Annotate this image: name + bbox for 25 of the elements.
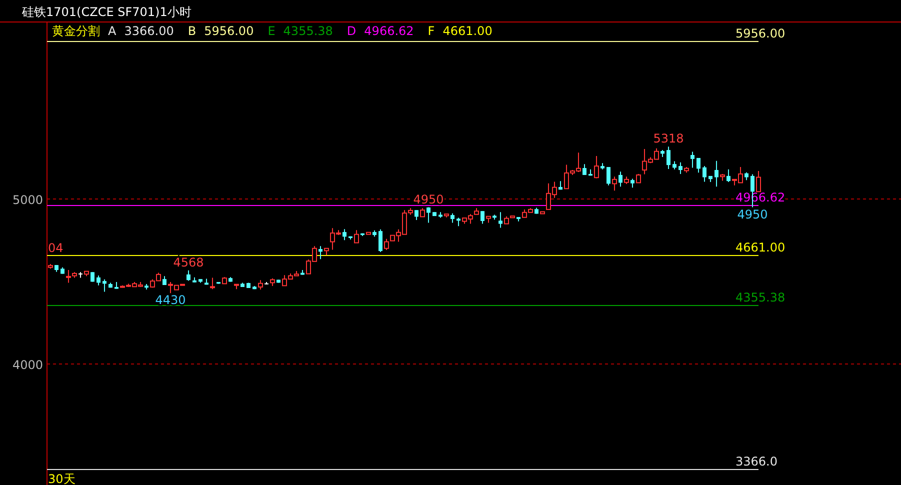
- ref-line-label: 5956.00: [736, 26, 786, 40]
- ref-line-label: 4355.38: [736, 290, 786, 304]
- y-tick-label: 5000: [12, 193, 43, 208]
- annotation: 4568: [173, 255, 204, 270]
- title: 硅铁1701(CZCE SF701)1小时: [22, 5, 192, 19]
- ref-line-label: 4661.00: [736, 240, 786, 254]
- annotation: D: [346, 24, 356, 38]
- annotation: 5318: [653, 132, 684, 146]
- annotation: 4430: [155, 293, 186, 308]
- annotation: F: [428, 24, 435, 38]
- annotation: 4966.62: [364, 24, 414, 38]
- annotation: 4661.00: [442, 24, 492, 38]
- annotation: 4950: [413, 192, 444, 206]
- ref-line-label: 3366.0: [736, 454, 778, 468]
- annotation: A: [108, 24, 117, 38]
- annotation: 30天: [48, 472, 76, 485]
- annotation: 黄金分割: [52, 24, 100, 38]
- annotation: 04: [48, 241, 64, 255]
- annotation: B: [188, 24, 196, 38]
- annotation: 5956.00: [204, 24, 254, 38]
- annotation: 4355.38: [283, 24, 333, 38]
- annotation: E: [268, 24, 276, 38]
- annotation: 4950: [737, 207, 768, 222]
- y-tick-label: 4000: [12, 358, 43, 372]
- annotation: 3366.00: [124, 24, 174, 38]
